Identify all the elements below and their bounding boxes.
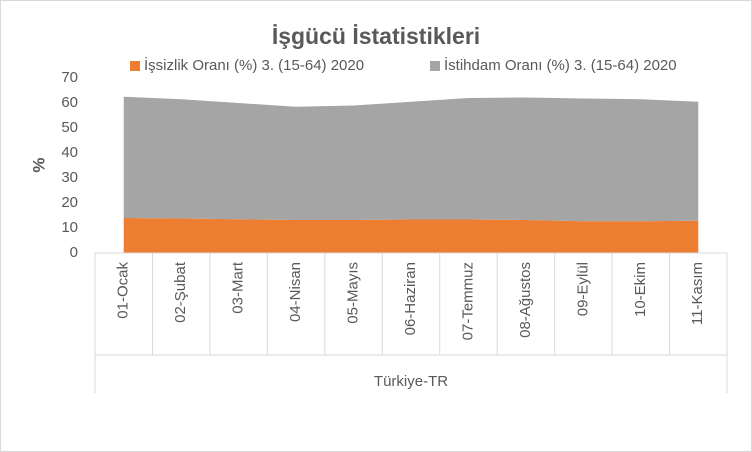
x-tick-label: 11-Kasım (689, 262, 706, 325)
y-tick-label: 0 (70, 244, 78, 261)
x-tick-label: 10-Ekim (632, 262, 649, 317)
y-tick-label: 20 (61, 194, 78, 211)
x-tick-label: 03-Mart (230, 261, 247, 314)
y-tick-label: 50 (61, 119, 78, 136)
area (123, 218, 699, 253)
chart-title: İşgücü İstatistikleri (272, 23, 480, 49)
y-tick-label: 30 (61, 169, 78, 186)
x-tick-label: 05-Mayıs (345, 262, 362, 324)
group-label: Türkiye-TR (374, 373, 448, 390)
legend-label: İşsizlik Oranı (%) 3. (15-64) 2020 (144, 56, 364, 74)
x-tick-label: 01-Ocak (115, 262, 132, 319)
y-tick-label: 10 (61, 219, 78, 236)
legend-label: İstihdam Oranı (%) 3. (15-64) 2020 (444, 56, 677, 74)
y-tick-label: 60 (61, 94, 78, 111)
area (123, 96, 699, 222)
x-tick-label: 07-Temmuz (459, 262, 476, 340)
legend-swatch (430, 61, 440, 71)
x-tick-label: 02-Şubat (172, 261, 189, 323)
x-tick-label: 06-Haziran (402, 262, 419, 335)
x-tick-label: 04-Nisan (287, 262, 304, 322)
legend-swatch (130, 61, 140, 71)
x-tick-label: 09-Eylül (574, 262, 591, 316)
x-tick-label: 08-Ağustos (517, 262, 534, 338)
y-tick-label: 40 (61, 144, 78, 161)
y-tick-label: 70 (61, 69, 78, 86)
y-axis-label: % (29, 157, 48, 172)
